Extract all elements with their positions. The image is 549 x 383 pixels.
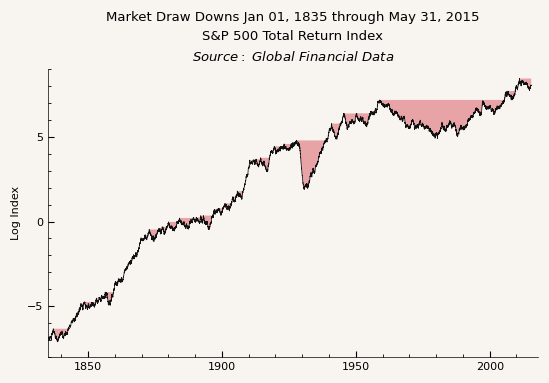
Y-axis label: Log Index: Log Index: [11, 186, 21, 240]
Title: Market Draw Downs Jan 01, 1835 through May 31, 2015
S&P 500 Total Return Index
$: Market Draw Downs Jan 01, 1835 through M…: [106, 11, 480, 64]
